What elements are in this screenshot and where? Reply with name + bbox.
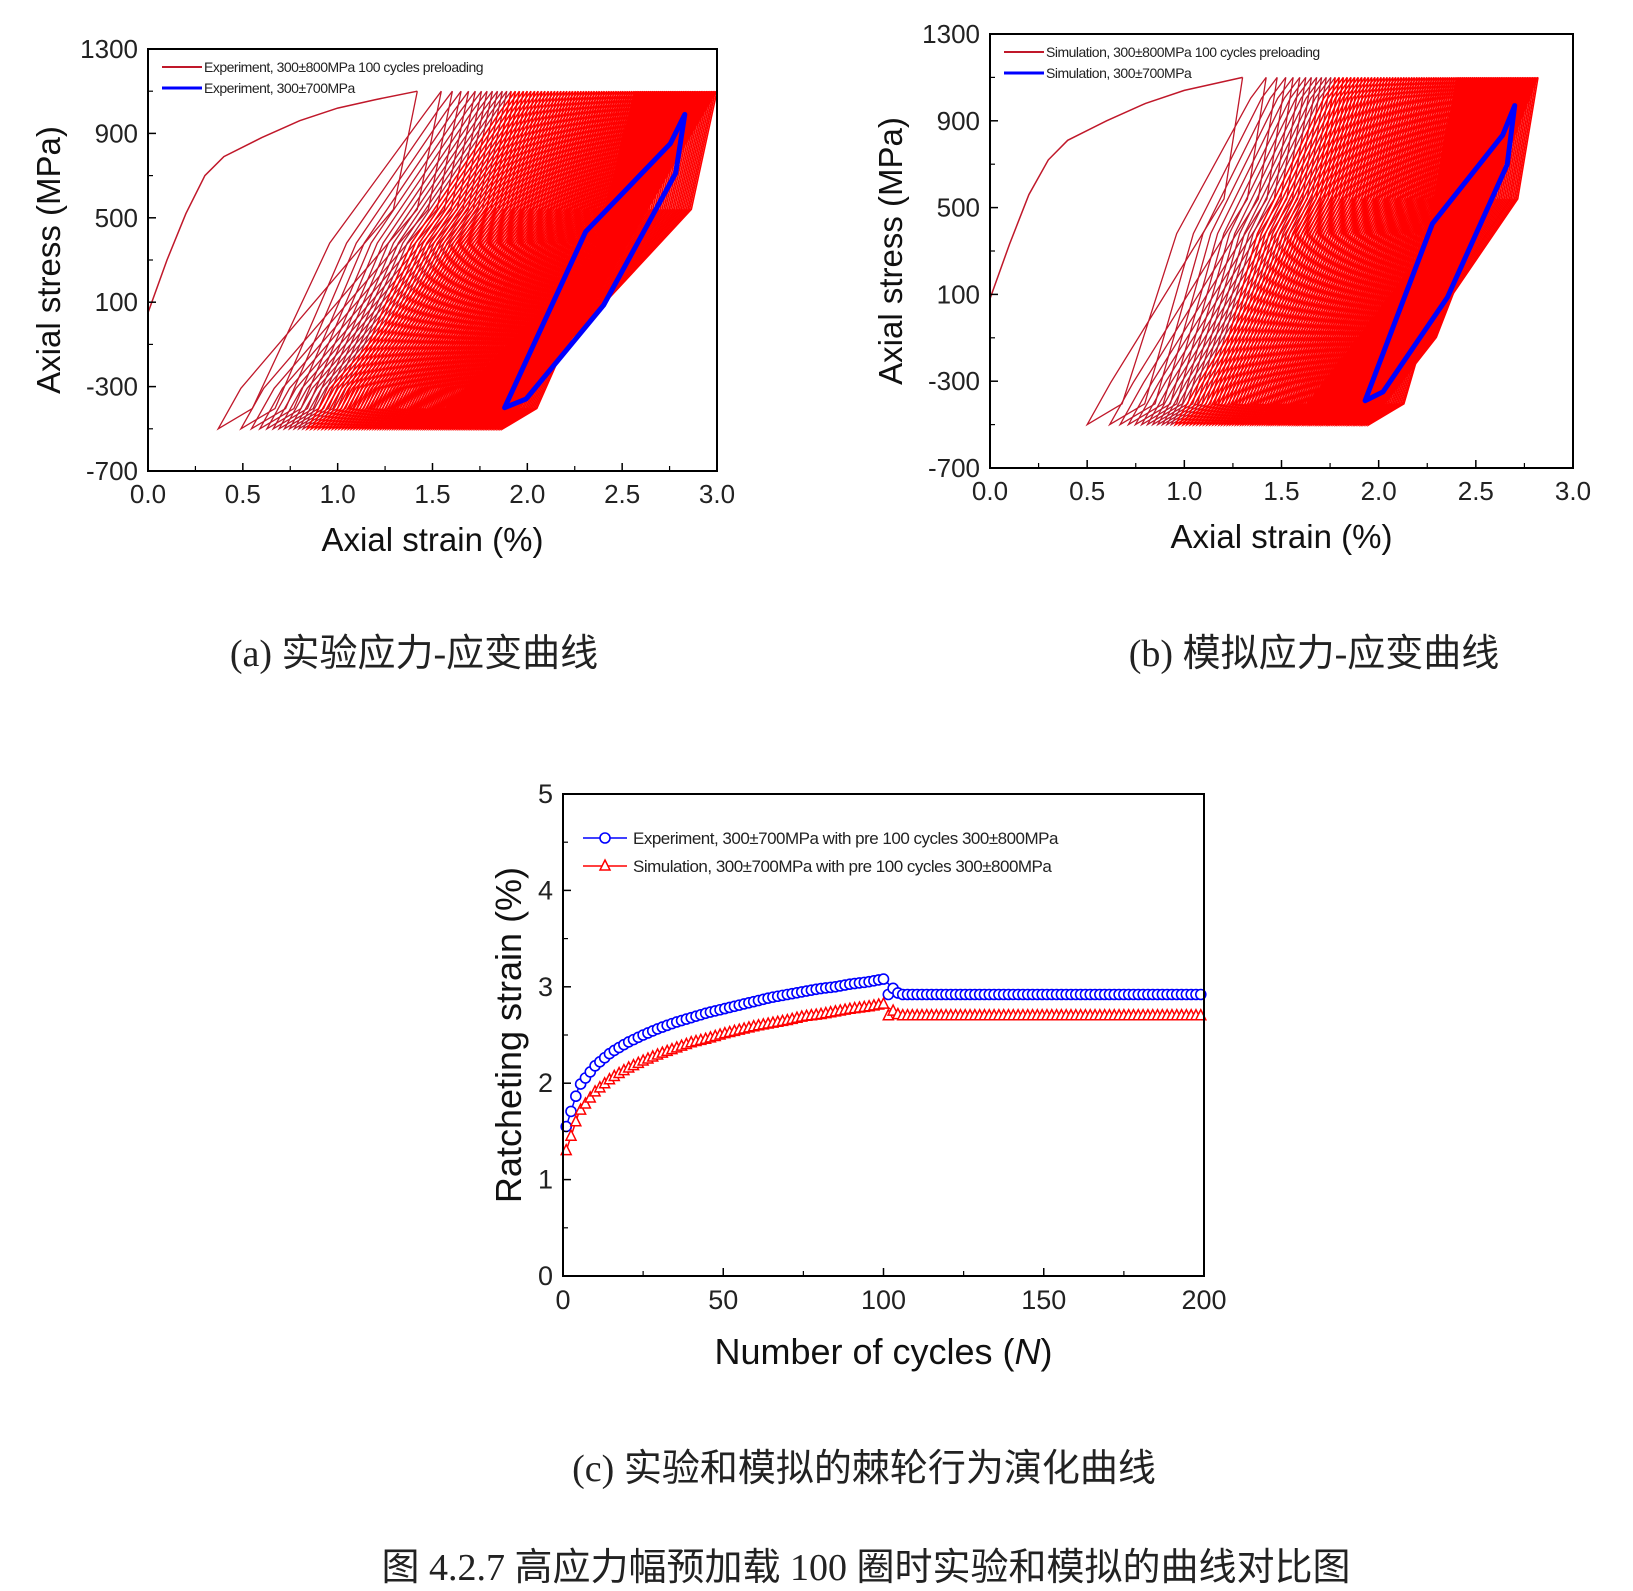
final-loop-300-700 (1362, 103, 1518, 404)
saturated-loop-region (1291, 77, 1538, 425)
y-tick-label: 100 (937, 279, 980, 309)
caption-b: (b) 模拟应力-应变曲线 (1128, 633, 1500, 675)
preload-loop (249, 90, 462, 431)
y-axis-label: Axial stress (MPa) (872, 117, 909, 385)
x-tick-label: 0.0 (972, 476, 1008, 506)
x-tick-label: 0.5 (225, 479, 261, 509)
x-tick-label: 1.5 (414, 479, 450, 509)
data-point (569, 1114, 583, 1127)
legend-marker-0 (599, 832, 611, 844)
initial-loading-curve (989, 76, 1243, 299)
preload-loop (1126, 77, 1294, 427)
data-point (565, 1105, 577, 1118)
y-tick-label: 1300 (80, 34, 138, 64)
data-point (564, 1128, 578, 1141)
x-tick-label: 2.5 (1458, 476, 1494, 506)
preload-loop (216, 90, 442, 431)
legend-label-0: Simulation, 300±800MPa 100 cycles preloa… (1046, 44, 1320, 60)
plot-area (147, 90, 718, 432)
preload-loop (258, 90, 470, 431)
y-tick-label: 4 (538, 875, 553, 905)
x-tick-label: 1.0 (320, 479, 356, 509)
preload-loop (1107, 77, 1278, 427)
x-tick-label: 3.0 (699, 479, 735, 509)
y-tick-label: -300 (86, 372, 138, 402)
y-tick-label: -700 (928, 453, 980, 483)
preload-loop (1118, 77, 1287, 427)
x-tick-label: 1.5 (1263, 476, 1299, 506)
y-tick-label: 500 (95, 203, 138, 233)
y-tick-label: 1300 (922, 19, 980, 49)
preload-loop (1160, 77, 1327, 427)
x-axis-label-end: ) (1041, 1331, 1053, 1372)
data-point (570, 1090, 582, 1103)
x-tick-label: 50 (708, 1285, 738, 1315)
legend-label-1: Experiment, 300±700MPa (204, 80, 355, 96)
preload-loop (1151, 77, 1318, 427)
preload-loop (277, 90, 488, 431)
x-tick-label: 1.0 (1166, 476, 1202, 506)
y-tick-label: 5 (538, 779, 553, 809)
y-tick-label: 500 (937, 193, 980, 223)
caption-c: (c) 实验和模拟的棘轮行为演化曲线 (572, 1448, 1156, 1490)
y-tick-label: 1 (538, 1165, 553, 1195)
x-axis-label: Axial strain (%) (1171, 518, 1393, 555)
final-loop-300-700 (502, 111, 688, 411)
x-axis-label-variable: N (1015, 1331, 1042, 1372)
y-tick-label: 900 (937, 106, 980, 136)
y-tick-label: 100 (95, 287, 138, 317)
plot-area (559, 973, 1208, 1156)
preload-loop (334, 90, 546, 432)
plot-area (989, 76, 1539, 427)
chart-b: Simulation, 300±800MPa 100 cycles preloa… (872, 19, 1591, 555)
figure-caption: 图 4.2.7 高应力幅预加载 100 圈时实验和模拟的曲线对比图 (381, 1547, 1351, 1589)
y-tick-label: 900 (95, 118, 138, 148)
y-axis-label: Axial stress (MPa) (30, 126, 67, 394)
data-point (574, 1102, 587, 1115)
y-tick-label: 2 (538, 1068, 553, 1098)
x-tick-label: 0.0 (130, 479, 166, 509)
legend-label-1: Simulation, 300±700MPa with pre 100 cycl… (633, 857, 1052, 876)
y-tick-label: 3 (538, 972, 553, 1002)
series-simulation (559, 996, 1208, 1156)
y-tick-label: -700 (86, 456, 138, 486)
y-axis-label: Ratcheting strain (%) (488, 867, 529, 1203)
data-point (877, 973, 890, 985)
x-tick-label: 200 (1181, 1285, 1226, 1315)
x-tick-label: 3.0 (1555, 476, 1591, 506)
x-tick-label: 2.0 (509, 479, 545, 509)
preload-loop (1195, 76, 1363, 427)
preload-loop (323, 90, 536, 432)
saturated-loop-region (424, 91, 717, 429)
y-tick-label: 0 (538, 1261, 553, 1291)
x-tick-label: 0.5 (1069, 476, 1105, 506)
x-tick-label: 150 (1021, 1285, 1066, 1315)
x-axis-label: Axial strain (%) (322, 521, 544, 558)
legend-marker-1 (598, 858, 612, 871)
chart-c: Experiment, 300±700MPa with pre 100 cycl… (488, 779, 1227, 1372)
x-tick-label: 100 (861, 1285, 906, 1315)
data-point (877, 996, 890, 1009)
preload-loop (287, 90, 499, 431)
legend-label-0: Experiment, 300±700MPa with pre 100 cycl… (633, 829, 1059, 848)
legend-label-1: Simulation, 300±700MPa (1046, 65, 1192, 81)
x-tick-label: 0 (555, 1285, 570, 1315)
caption-a: (a) 实验应力-应变曲线 (229, 633, 599, 675)
legend-label-0: Experiment, 300±800MPa 100 cycles preloa… (204, 59, 483, 75)
preload-loop (297, 90, 508, 431)
y-tick-label: -300 (928, 366, 980, 396)
x-axis-label: Number of cycles (N) (714, 1331, 1052, 1372)
preload-loop (1184, 76, 1352, 427)
x-tick-label: 2.5 (604, 479, 640, 509)
data-point (584, 1090, 597, 1103)
data-point (579, 1096, 592, 1109)
initial-loading-curve (147, 90, 418, 314)
chart-a: Experiment, 300±800MPa 100 cycles preloa… (30, 34, 735, 558)
x-tick-label: 2.0 (1361, 476, 1397, 506)
preload-loop (1231, 76, 1400, 427)
